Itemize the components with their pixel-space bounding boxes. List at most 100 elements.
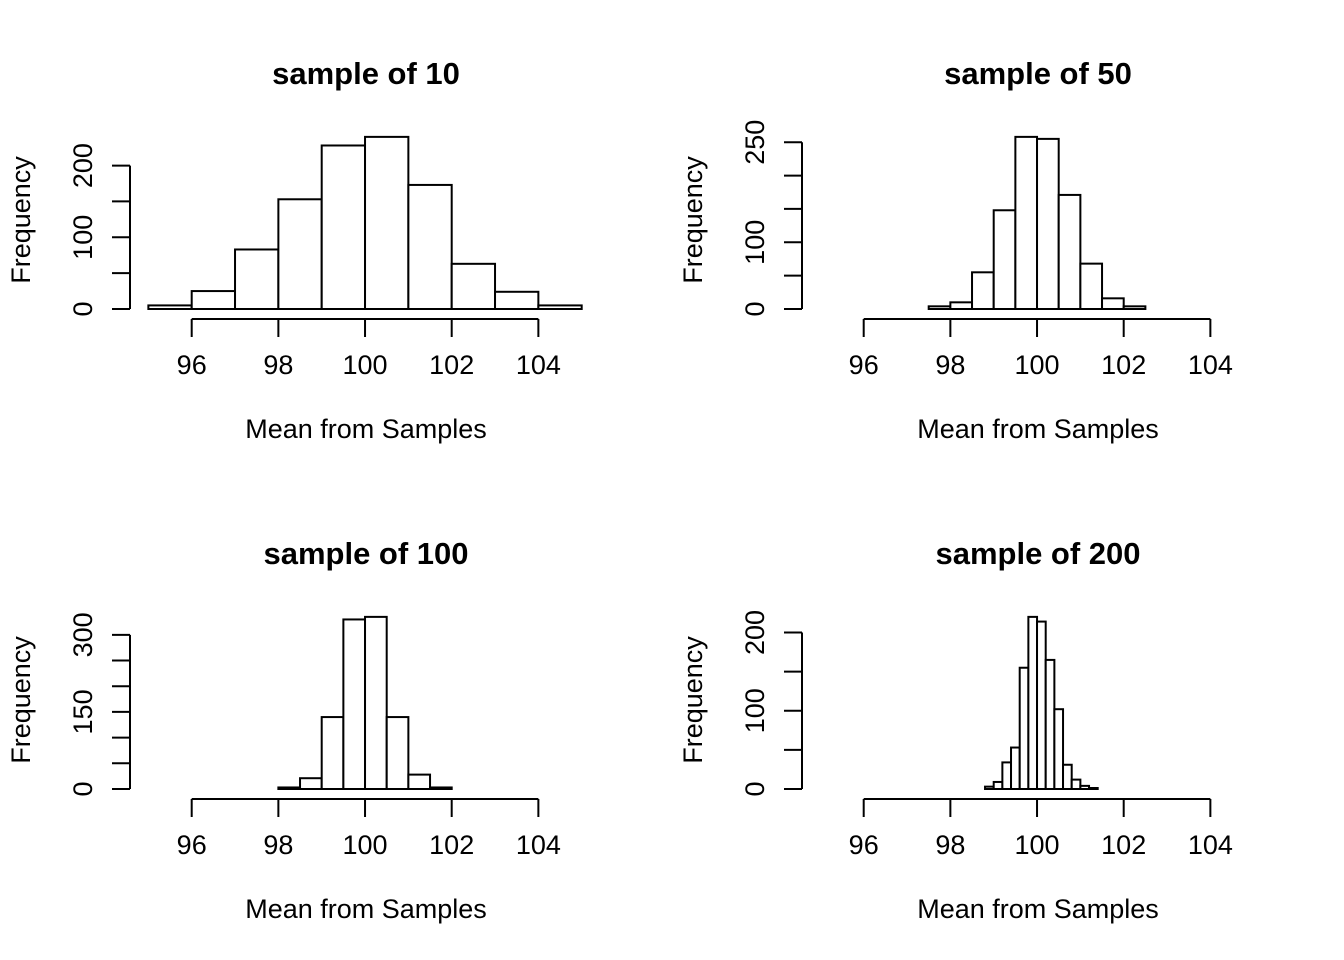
x-tick-label: 96 <box>849 830 879 860</box>
histogram-bar <box>1036 620 1047 790</box>
x-tick-label: 96 <box>849 350 879 380</box>
x-tick-label: 102 <box>429 830 474 860</box>
histogram-bar <box>385 716 410 791</box>
y-axis <box>112 633 131 790</box>
y-tick-label: 0 <box>740 781 770 796</box>
histogram-bar <box>949 301 974 310</box>
histogram-panel-sample-of-100: sample of 100 96 98 100 102 104 0 150 300 Mean fr… <box>6 536 561 924</box>
x-axis <box>862 318 1212 337</box>
x-tick-label: 100 <box>343 830 388 860</box>
y-axis-label: Frequency <box>678 156 708 284</box>
x-tick-label: 102 <box>1101 350 1146 380</box>
histogram-bar <box>1062 763 1073 790</box>
histogram-bars <box>147 135 583 311</box>
x-tick-label: 100 <box>343 350 388 380</box>
x-axis <box>190 318 540 337</box>
histogram-bar <box>1010 746 1021 791</box>
histogram-bar <box>984 785 995 790</box>
histogram-bar <box>971 271 995 310</box>
histogram-bar <box>1079 262 1104 311</box>
x-axis-label: Mean from Samples <box>917 894 1159 924</box>
x-axis-label: Mean from Samples <box>245 414 487 444</box>
histogram-bar <box>429 786 453 790</box>
y-tick-label: 0 <box>68 781 98 796</box>
y-tick-label: 300 <box>68 612 98 657</box>
y-tick-label: 250 <box>740 120 770 165</box>
y-axis-label: Frequency <box>678 636 708 764</box>
y-tick-label: 150 <box>68 689 98 734</box>
histogram-bar <box>299 777 323 790</box>
x-axis-label: Mean from Samples <box>917 414 1159 444</box>
histogram-bar <box>927 305 952 310</box>
y-tick-label: 0 <box>68 301 98 316</box>
histogram-bar <box>364 615 388 790</box>
histogram-panel-sample-of-10: sample of 10 96 98 100 102 104 0 100 200 Mean fro… <box>6 56 583 444</box>
histogram-bar <box>1122 305 1147 310</box>
x-tick-label: 102 <box>429 350 474 380</box>
chart-title: sample of 10 <box>272 56 460 91</box>
x-tick-label: 98 <box>263 350 293 380</box>
histogram-bars <box>927 135 1147 311</box>
x-tick-label: 98 <box>935 350 965 380</box>
histogram-bar <box>407 773 432 790</box>
histogram-bar <box>537 304 583 311</box>
histogram-bar <box>992 780 1004 790</box>
x-tick-label: 96 <box>177 350 207 380</box>
x-axis <box>862 798 1212 817</box>
histogram-bar <box>1057 193 1082 310</box>
histogram-bar <box>1088 787 1099 790</box>
y-tick-label: 100 <box>68 215 98 260</box>
histogram-bar <box>494 290 540 311</box>
histogram-bar <box>1018 666 1030 791</box>
x-tick-label: 98 <box>263 830 293 860</box>
y-tick-label: 200 <box>740 610 770 655</box>
histogram-bar <box>1036 137 1060 310</box>
histogram-bar <box>364 135 410 310</box>
histogram-bar <box>147 304 193 311</box>
histogram-bar <box>992 209 1017 311</box>
y-axis-label: Frequency <box>6 156 36 284</box>
histogram-bar <box>450 262 497 311</box>
x-tick-label: 102 <box>1101 830 1146 860</box>
histogram-bar <box>1079 784 1091 790</box>
histogram-bar <box>1001 761 1013 790</box>
chart-title: sample of 200 <box>935 536 1140 571</box>
y-axis-label: Frequency <box>6 636 36 764</box>
x-tick-label: 100 <box>1015 350 1060 380</box>
y-axis <box>112 164 131 310</box>
histogram-panel-sample-of-50: sample of 50 96 98 100 102 104 0 100 250 Mean fro… <box>678 56 1233 444</box>
y-tick-label: 100 <box>740 220 770 265</box>
chart-title: sample of 50 <box>944 56 1132 91</box>
x-tick-label: 96 <box>177 830 207 860</box>
histogram-bar <box>320 716 345 791</box>
histogram-bar <box>1014 135 1039 310</box>
x-tick-label: 104 <box>1188 830 1233 860</box>
chart-title: sample of 100 <box>263 536 468 571</box>
x-tick-label: 98 <box>935 830 965 860</box>
x-axis-label: Mean from Samples <box>245 894 487 924</box>
y-tick-label: 100 <box>740 688 770 733</box>
histogram-bars <box>984 615 1099 791</box>
x-tick-label: 104 <box>516 830 561 860</box>
histogram-bar <box>1044 658 1056 790</box>
histogram-bar <box>234 248 280 310</box>
x-tick-label: 104 <box>516 350 561 380</box>
y-tick-label: 0 <box>740 301 770 316</box>
histogram-bar <box>342 618 367 790</box>
histogram-bar <box>277 198 323 310</box>
histogram-bars <box>277 615 453 791</box>
histogram-bar <box>1070 778 1082 790</box>
histogram-bar <box>1101 297 1125 310</box>
histogram-panel-sample-of-200: sample of 200 96 98 100 102 104 0 100 200 Mean fr… <box>678 536 1233 924</box>
histogram-bar <box>1053 708 1065 790</box>
x-tick-label: 100 <box>1015 830 1060 860</box>
histogram-bar <box>277 786 302 790</box>
histogram-bar <box>320 144 367 310</box>
histogram-bar <box>1027 615 1039 790</box>
x-tick-label: 104 <box>1188 350 1233 380</box>
y-axis <box>784 141 803 310</box>
histogram-bar <box>407 183 453 310</box>
y-tick-label: 200 <box>68 143 98 188</box>
y-axis <box>784 631 803 790</box>
